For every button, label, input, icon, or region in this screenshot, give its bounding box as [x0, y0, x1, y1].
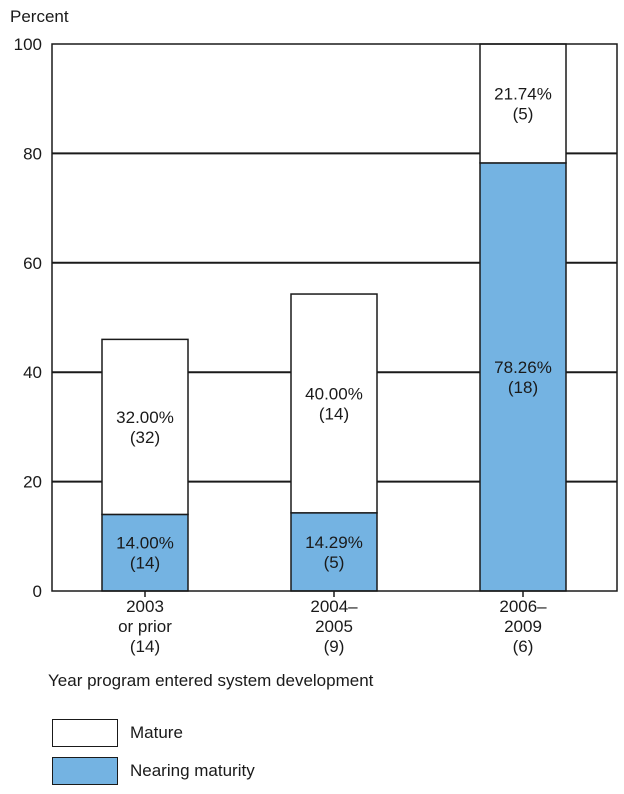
- data-label-nearing-maturity-1-0: 14.29%: [305, 533, 363, 552]
- bars: [101, 43, 567, 592]
- data-label-mature-1-0: 40.00%: [305, 384, 363, 403]
- data-label-nearing-maturity-0-1: (14): [130, 554, 160, 573]
- plot-frame: [51, 43, 618, 592]
- y-tick-20: 20: [23, 473, 42, 492]
- stacked-bar-chart: Percent 14.00%(14)32.00%(32)14.29%(5)40.…: [10, 7, 618, 656]
- legend-label-mature: Mature: [130, 723, 183, 742]
- bar-mature-2: [479, 43, 567, 164]
- y-axis-title: Percent: [10, 7, 69, 26]
- x-tick-label-0-1: or prior: [118, 617, 172, 636]
- x-tick-label-0-2: (14): [130, 637, 160, 656]
- x-tick-label-2-2: (6): [513, 637, 534, 656]
- legend-label-nearing-maturity: Nearing maturity: [130, 761, 255, 780]
- data-label-mature-0-0: 32.00%: [116, 408, 174, 427]
- data-label-nearing-maturity-1-1: (5): [324, 553, 345, 572]
- legend-swatch-nearing-maturity: [52, 757, 118, 785]
- bar-mature-1: [290, 293, 378, 514]
- data-label-nearing-maturity-2-1: (18): [508, 378, 538, 397]
- x-tick-label-1-2: (9): [324, 637, 345, 656]
- legend-item-nearing-maturity: Nearing maturity: [52, 756, 255, 786]
- legend-swatch-mature: [52, 719, 118, 747]
- x-tick-label-2-0: 2006–: [499, 597, 547, 616]
- bar-mature-0: [101, 338, 189, 516]
- x-tick-label-1-0: 2004–: [310, 597, 358, 616]
- data-label-mature-0-1: (32): [130, 428, 160, 447]
- y-tick-80: 80: [23, 144, 42, 163]
- x-axis-title: Year program entered system development: [48, 671, 374, 690]
- legend: Mature Nearing maturity: [52, 718, 255, 794]
- x-tick-label-2-1: 2009: [504, 617, 542, 636]
- bar-nearing-maturity-2: [479, 162, 567, 592]
- data-label-mature-2-0: 21.74%: [494, 84, 552, 103]
- y-tick-60: 60: [23, 254, 42, 273]
- data-label-nearing-maturity-2-0: 78.26%: [494, 358, 552, 377]
- bar-nearing-maturity-0: [101, 513, 189, 592]
- y-tick-0: 0: [33, 582, 42, 601]
- bar-labels: 14.00%(14)32.00%(32)14.29%(5)40.00%(14)7…: [116, 84, 552, 572]
- x-tick-label-1-1: 2005: [315, 617, 353, 636]
- y-tick-40: 40: [23, 363, 42, 382]
- data-label-mature-1-1: (14): [319, 404, 349, 423]
- x-tick-label-0-0: 2003: [126, 597, 164, 616]
- y-tick-labels: 0 20 40 60 80 100: [14, 35, 42, 601]
- data-label-mature-2-1: (5): [513, 104, 534, 123]
- y-tick-100: 100: [14, 35, 42, 54]
- data-label-nearing-maturity-0-0: 14.00%: [116, 534, 174, 553]
- legend-item-mature: Mature: [52, 718, 255, 748]
